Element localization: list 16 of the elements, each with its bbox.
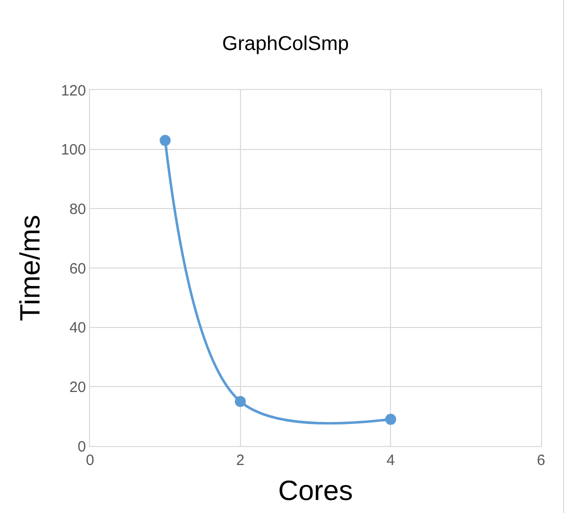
x-axis-title: Cores (278, 475, 353, 506)
x-tick-label: 2 (236, 452, 244, 469)
y-tick-label: 20 (69, 378, 86, 396)
y-tick-label: 40 (69, 320, 86, 337)
chart-title: GraphColSmp (222, 32, 349, 55)
y-tick-label: 100 (60, 142, 86, 159)
point (234, 396, 246, 407)
point (160, 134, 171, 146)
y-tick-label: 60 (69, 260, 86, 278)
y-tick-label: 80 (69, 200, 86, 218)
y-axis-title: Time/ms (14, 214, 46, 322)
point (385, 414, 396, 425)
x-tick-label: 4 (386, 452, 395, 469)
y-tick-label: 0 (78, 438, 86, 456)
y-tick-label: 120 (60, 82, 86, 100)
x-tick-label: 6 (536, 452, 546, 469)
